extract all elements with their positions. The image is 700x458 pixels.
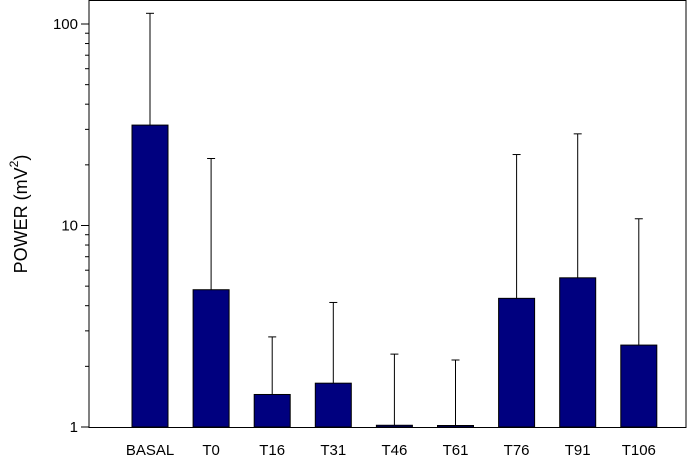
bar-t76 xyxy=(498,297,536,428)
y-tick-label-100: 100 xyxy=(53,16,78,33)
bar-t61 xyxy=(437,425,474,428)
x-tick-label-t76: T76 xyxy=(504,442,530,458)
x-tick-label-t91: T91 xyxy=(565,442,591,458)
y-axis-title-superscript: 2 xyxy=(7,160,21,167)
bar-t31 xyxy=(314,382,352,428)
x-tick-label-t16: T16 xyxy=(259,442,285,458)
bar-t16 xyxy=(253,393,291,428)
x-tick-label-t31: T31 xyxy=(320,442,346,458)
bar-t106 xyxy=(620,344,658,428)
bar-t46 xyxy=(375,424,413,428)
x-tick-label-t106: T106 xyxy=(622,442,656,458)
y-tick-label-10: 10 xyxy=(61,218,78,235)
x-tick-label-t46: T46 xyxy=(381,442,407,458)
x-tick-label-basal: BASAL xyxy=(126,442,174,458)
bar-t91 xyxy=(559,277,597,428)
y-axis: 1 10 100 xyxy=(53,16,89,436)
plot-frame xyxy=(88,0,687,428)
bar-t0 xyxy=(192,289,230,428)
plot-area xyxy=(88,0,687,428)
bar-basal xyxy=(131,124,169,428)
y-tick-label-1: 1 xyxy=(70,419,78,436)
y-axis-title: POWER (mV2) xyxy=(7,155,31,274)
x-axis: BASAL T0 T16 T31 T46 T61 T76 T91 T106 xyxy=(126,442,656,458)
x-tick-label-t0: T0 xyxy=(202,442,220,458)
y-axis-title-prefix: POWER (mV xyxy=(11,167,31,273)
error-bars xyxy=(146,12,643,427)
x-tick-label-t61: T61 xyxy=(443,442,469,458)
y-axis-title-suffix: ) xyxy=(11,155,31,161)
bars xyxy=(131,124,658,428)
